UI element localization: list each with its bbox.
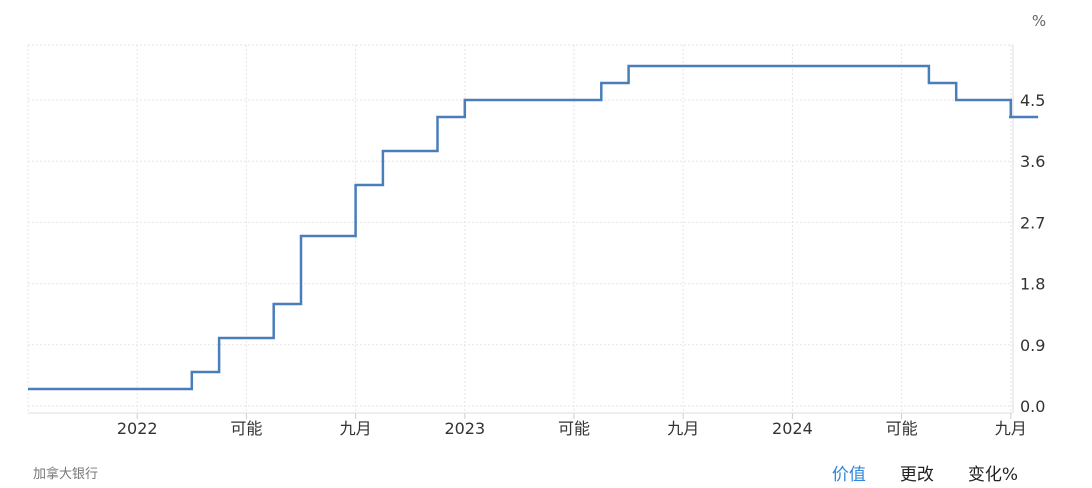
y-axis-ticks: 0.0 0.9 1.8 2.7 3.6 4.5 bbox=[1020, 91, 1045, 416]
x-tick-label: 可能 bbox=[230, 419, 262, 438]
source-label: 加拿大银行 bbox=[33, 467, 99, 482]
y-tick-label: 3.6 bbox=[1020, 152, 1045, 171]
x-tick-label: 2023 bbox=[444, 419, 485, 438]
y-tick-label: 4.5 bbox=[1020, 91, 1045, 110]
series-line bbox=[28, 64, 1039, 391]
x-axis-ticks: 2022 可能 九月 2023 可能 九月 2024 可能 九月 bbox=[117, 419, 1027, 438]
y-tick-label: 0.9 bbox=[1020, 336, 1045, 355]
tab-value[interactable]: 价值 bbox=[831, 465, 866, 485]
y-tick-label: 0.0 bbox=[1020, 397, 1045, 416]
y-tick-label: 1.8 bbox=[1020, 275, 1045, 294]
tab-change-percent[interactable]: 变化% bbox=[967, 465, 1018, 485]
x-tick-label: 可能 bbox=[558, 419, 590, 438]
tab-change[interactable]: 更改 bbox=[899, 465, 934, 485]
series-group bbox=[28, 64, 1039, 391]
view-tabs: 价值 更改 变化% bbox=[832, 460, 1018, 485]
x-tick-label: 可能 bbox=[886, 419, 918, 438]
x-tick-label: 2022 bbox=[117, 419, 158, 438]
y-tick-label: 2.7 bbox=[1020, 213, 1045, 232]
x-tick-label: 九月 bbox=[667, 419, 699, 438]
axes bbox=[27, 45, 1014, 419]
x-tick-label: 九月 bbox=[995, 419, 1027, 438]
x-tick-label: 2024 bbox=[772, 419, 813, 438]
x-tick-label: 九月 bbox=[340, 419, 372, 438]
chart: 0.0 0.9 1.8 2.7 3.6 4.5 2022 可能 九月 2023 可能 九月 2024 可… bbox=[27, 12, 1046, 438]
unit-label: % bbox=[1032, 12, 1046, 30]
